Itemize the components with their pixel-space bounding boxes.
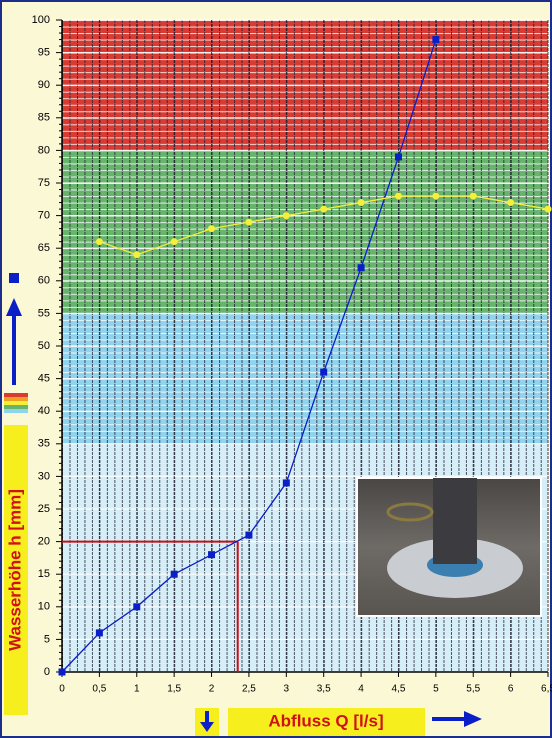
point	[432, 36, 440, 44]
x-tick-label: 2	[209, 684, 215, 695]
x-tick-label: 2,5	[242, 684, 256, 695]
label-box	[4, 425, 28, 715]
point	[133, 603, 141, 611]
y-tick-label: 75	[38, 177, 50, 189]
swatch	[4, 401, 28, 405]
point	[58, 668, 66, 676]
y-tick-label: 5	[44, 633, 50, 645]
point	[320, 368, 328, 376]
x-tick-label: 4,5	[392, 684, 406, 695]
swatch	[4, 405, 28, 409]
point	[282, 479, 290, 487]
y-tick-label: 35	[38, 438, 50, 450]
x-tick-label: 3	[284, 684, 290, 695]
y-tick-label: 15	[38, 568, 50, 580]
arrow-head	[6, 298, 22, 316]
y-tick-label: 25	[38, 503, 50, 515]
y-tick-label: 70	[38, 210, 50, 222]
arrow-head	[200, 722, 214, 732]
point	[95, 238, 103, 246]
swatch	[4, 397, 28, 401]
x-tick-label: 1,5	[167, 684, 181, 695]
y-tick-label: 20	[38, 536, 50, 548]
x-tick-label: 4	[358, 684, 364, 695]
y-tick-label: 90	[38, 79, 50, 91]
marker-key	[9, 273, 19, 283]
x-tick-label: 0	[59, 684, 65, 695]
point	[432, 192, 440, 200]
x-tick-label: 5	[433, 684, 439, 695]
x-tick-label: 5,5	[466, 684, 480, 695]
y-tick-label: 65	[38, 242, 50, 254]
point	[95, 629, 103, 637]
y-axis-label: Wasserhöhe h [mm]	[5, 489, 24, 651]
point	[208, 225, 216, 233]
point	[170, 570, 178, 578]
x-tick-label: 3,5	[317, 684, 331, 695]
point	[357, 199, 365, 207]
x-tick-label: 1	[134, 684, 140, 695]
point	[320, 205, 328, 213]
y-tick-label: 100	[32, 14, 50, 26]
point	[208, 551, 216, 559]
point	[133, 251, 141, 259]
y-tick-label: 60	[38, 275, 50, 287]
y-tick-label: 85	[38, 112, 50, 124]
x-tick-label: 6,5	[541, 684, 552, 695]
point	[394, 192, 402, 200]
y-tick-label: 0	[44, 666, 50, 678]
point	[469, 192, 477, 200]
y-tick-label: 40	[38, 405, 50, 417]
x-axis-label: Abfluss Q [l/s]	[268, 711, 383, 730]
point	[170, 238, 178, 246]
y-tick-label: 50	[38, 340, 50, 352]
swatch	[4, 393, 28, 397]
point	[282, 212, 290, 220]
y-tick-label: 10	[38, 601, 50, 613]
point	[394, 153, 402, 161]
y-tick-label: 95	[38, 47, 50, 59]
point	[544, 205, 552, 213]
arrow-head	[464, 711, 482, 727]
photo	[356, 477, 542, 617]
y-tick-label: 45	[38, 373, 50, 385]
y-tick-label: 80	[38, 144, 50, 156]
point	[245, 218, 253, 226]
point	[245, 531, 253, 539]
point	[507, 199, 515, 207]
label-box	[228, 708, 425, 736]
y-tick-label: 30	[38, 470, 50, 482]
x-tick-label: 0,5	[92, 684, 106, 695]
y-tick-label: 55	[38, 307, 50, 319]
x-tick-label: 6	[508, 684, 514, 695]
swatch	[4, 409, 28, 413]
point	[357, 264, 365, 272]
